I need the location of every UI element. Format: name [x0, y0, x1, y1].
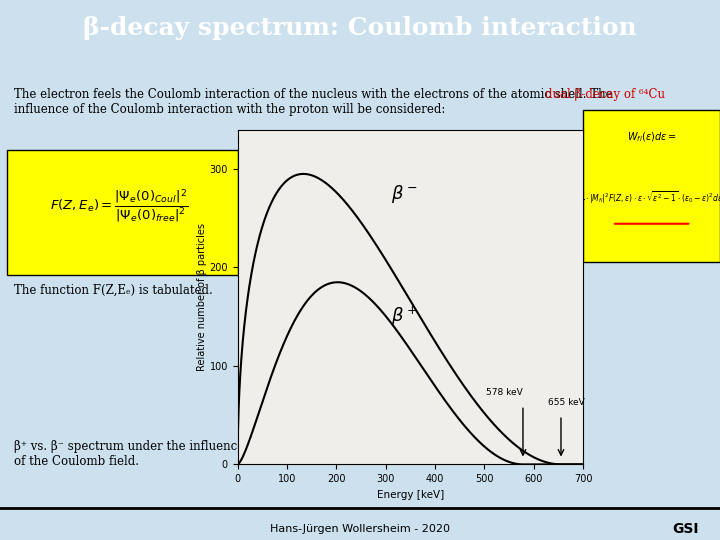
Text: 578 keV: 578 keV — [486, 388, 523, 397]
Text: The electron feels the Coulomb interaction of the nucleus with the electrons of : The electron feels the Coulomb interacti… — [14, 88, 613, 116]
Text: Hans-Jürgen Wollersheim - 2020: Hans-Jürgen Wollersheim - 2020 — [270, 524, 450, 534]
FancyBboxPatch shape — [583, 110, 720, 261]
Text: $\frac{1}{B}\cdot|M_{fi}|^2 F(Z,\varepsilon)\cdot\varepsilon\cdot\sqrt{\varepsil: $\frac{1}{B}\cdot|M_{fi}|^2 F(Z,\varepsi… — [580, 190, 720, 208]
Text: $\beta^-$: $\beta^-$ — [391, 183, 417, 205]
Text: β⁺ vs. β⁻ spectrum under the influence
of the Coulomb field.: β⁺ vs. β⁻ spectrum under the influence o… — [14, 440, 245, 468]
Text: 655 keV: 655 keV — [547, 399, 585, 407]
Text: $F(Z,E_e) = \dfrac{|\Psi_e(0)_{Coul}|^2}{|\Psi_e(0)_{free}|^2}$: $F(Z,E_e) = \dfrac{|\Psi_e(0)_{Coul}|^2}… — [50, 187, 188, 225]
Text: β-decay spectrum: Coulomb interaction: β-decay spectrum: Coulomb interaction — [83, 16, 637, 40]
Text: dual β-decay of ⁶⁴Cu: dual β-decay of ⁶⁴Cu — [545, 88, 665, 101]
Text: The function F(Z,Eₑ) is tabulated.: The function F(Z,Eₑ) is tabulated. — [14, 284, 213, 297]
Text: GSI: GSI — [672, 522, 698, 536]
Text: $W_{fi}(\varepsilon)d\varepsilon =$: $W_{fi}(\varepsilon)d\varepsilon =$ — [627, 130, 676, 144]
X-axis label: Energy [keV]: Energy [keV] — [377, 490, 444, 500]
Text: $\beta^+$: $\beta^+$ — [391, 305, 417, 328]
Y-axis label: Relative number of β particles: Relative number of β particles — [197, 223, 207, 371]
FancyBboxPatch shape — [7, 150, 238, 275]
